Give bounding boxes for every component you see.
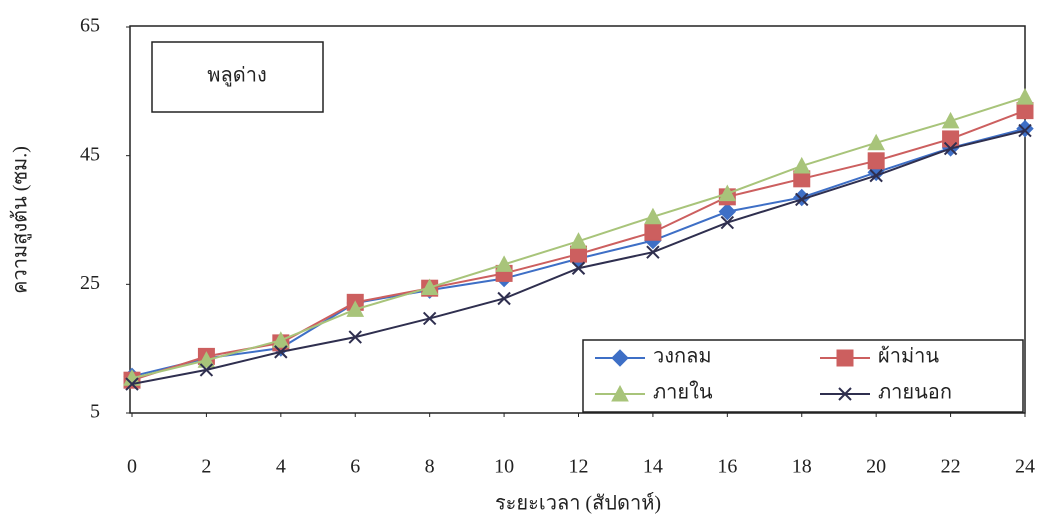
y-tick-label: 45 bbox=[80, 143, 100, 165]
marker bbox=[838, 387, 852, 401]
annotation: พลูด่าง bbox=[207, 65, 266, 88]
x-tick-label: 2 bbox=[201, 456, 211, 478]
marker bbox=[718, 202, 737, 221]
marker bbox=[197, 351, 216, 368]
marker bbox=[611, 384, 629, 402]
marker bbox=[346, 300, 365, 317]
marker bbox=[569, 232, 588, 249]
legend-label: ภายนอก bbox=[878, 382, 952, 404]
legend-box bbox=[582, 339, 1024, 413]
marker bbox=[1016, 102, 1034, 120]
marker bbox=[720, 215, 735, 230]
x-tick-label: 6 bbox=[350, 456, 360, 478]
marker bbox=[422, 311, 437, 326]
marker bbox=[867, 152, 885, 170]
y-tick-label: 5 bbox=[90, 401, 100, 423]
marker bbox=[348, 330, 362, 344]
x-axis-label: ระยะเวลา (สัปดาห์) bbox=[495, 492, 661, 515]
x-tick-label: 18 bbox=[792, 456, 812, 478]
marker bbox=[941, 111, 960, 129]
plot-frame bbox=[129, 25, 1026, 414]
x-tick-label: 20 bbox=[866, 456, 886, 478]
marker bbox=[274, 345, 288, 359]
y-axis-label: ความสูงต้น (ซม.) bbox=[10, 146, 33, 294]
marker bbox=[646, 245, 660, 259]
marker bbox=[420, 278, 439, 296]
x-tick-label: 22 bbox=[941, 456, 961, 478]
marker bbox=[611, 349, 629, 367]
marker bbox=[644, 223, 662, 241]
x-tick-label: 16 bbox=[717, 456, 737, 478]
x-tick-label: 12 bbox=[569, 456, 589, 478]
x-tick-label: 4 bbox=[276, 456, 286, 478]
marker bbox=[495, 255, 513, 272]
annotation-box bbox=[151, 41, 324, 113]
marker bbox=[125, 377, 139, 391]
x-tick-label: 24 bbox=[1015, 456, 1035, 478]
marker bbox=[497, 291, 511, 306]
x-tick-label: 10 bbox=[494, 456, 514, 478]
x-tick-label: 8 bbox=[425, 456, 435, 478]
x-tick-label: 0 bbox=[127, 456, 137, 478]
marker bbox=[1016, 88, 1034, 105]
marker bbox=[571, 261, 586, 275]
marker bbox=[272, 331, 290, 348]
legend-label: ผ้าม่าน bbox=[878, 346, 939, 368]
marker bbox=[792, 156, 811, 174]
marker bbox=[1018, 123, 1032, 138]
marker bbox=[1016, 119, 1034, 138]
y-tick-label: 65 bbox=[80, 15, 100, 37]
marker bbox=[644, 207, 662, 225]
marker bbox=[795, 192, 809, 207]
y-tick-label: 25 bbox=[80, 272, 100, 294]
x-tick-label: 14 bbox=[643, 456, 663, 478]
marker bbox=[718, 184, 737, 202]
marker bbox=[943, 141, 958, 156]
marker bbox=[869, 168, 883, 183]
legend-label: วงกลม bbox=[653, 346, 712, 368]
legend-label: ภายใน bbox=[653, 381, 713, 404]
marker bbox=[867, 133, 886, 151]
marker bbox=[199, 363, 214, 377]
marker bbox=[836, 349, 854, 367]
marker bbox=[942, 130, 960, 148]
